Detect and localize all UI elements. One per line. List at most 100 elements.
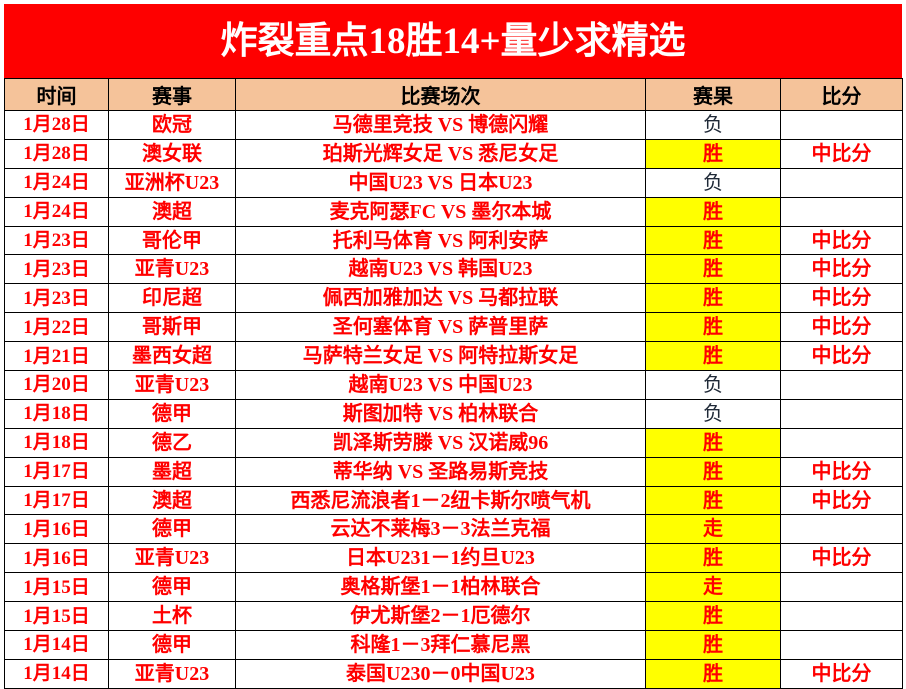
table-row: 1月23日 哥伦甲 托利马体育 VS 阿利安萨胜中比分 <box>4 225 903 256</box>
table-row: 1月15日 土杯 伊尤斯堡2－1厄德尔胜 <box>4 601 903 632</box>
cell-result: 负 <box>645 110 781 140</box>
cell-score <box>780 427 903 458</box>
cell-league: 德乙 <box>108 427 236 458</box>
table-row: 1月16日 亚青U23 日本U231－1约旦U23 胜中比分 <box>4 543 903 574</box>
cell-result: 胜 <box>645 312 781 343</box>
table-body: 1月28日 欧冠 马德里竞技 VS 博德闪耀负 1月28日 澳女联 珀斯光辉女足 VS 悉… <box>4 110 903 689</box>
cell-match: 佩西加雅加达 VS 马都拉联 <box>235 283 646 314</box>
column-header-time: 时间 <box>4 78 109 111</box>
cell-result: 负 <box>645 398 781 429</box>
cell-time: 1月18日 <box>4 427 109 458</box>
cell-time: 1月20日 <box>4 370 109 400</box>
cell-time: 1月16日 <box>4 514 109 545</box>
table-row: 1月28日 澳女联 珀斯光辉女足 VS 悉尼女足胜中比分 <box>4 138 903 169</box>
cell-match: 圣何塞体育 VS 萨普里萨 <box>235 312 646 343</box>
cell-result: 胜 <box>645 543 781 574</box>
cell-score: 中比分 <box>780 254 903 285</box>
cell-league: 亚洲杯U23 <box>108 167 236 198</box>
cell-league: 德甲 <box>108 514 236 545</box>
cell-league: 亚青U23 <box>108 658 236 689</box>
cell-league: 亚青U23 <box>108 543 236 574</box>
cell-league: 墨西女超 <box>108 341 236 372</box>
cell-match: 马德里竞技 VS 博德闪耀 <box>235 110 646 140</box>
table-row: 1月18日 德乙 凯泽斯劳滕 VS 汉诺威96 胜 <box>4 427 903 458</box>
cell-league: 哥伦甲 <box>108 225 236 256</box>
cell-result: 胜 <box>645 427 781 458</box>
cell-result: 胜 <box>645 225 781 256</box>
cell-match: 泰国U230－0中国U23 <box>235 658 646 689</box>
cell-score <box>780 167 903 198</box>
page-title: 炸裂重点18胜14+量少求精选 <box>220 20 686 62</box>
cell-league: 土杯 <box>108 601 236 632</box>
cell-league: 印尼超 <box>108 283 236 314</box>
cell-time: 1月15日 <box>4 601 109 632</box>
title-banner: 炸裂重点18胜14+量少求精选 <box>4 4 902 78</box>
cell-score: 中比分 <box>780 138 903 169</box>
column-header-score: 比分 <box>780 78 903 111</box>
cell-score: 中比分 <box>780 225 903 256</box>
cell-time: 1月28日 <box>4 138 109 169</box>
cell-score: 中比分 <box>780 312 903 343</box>
table-header-row: 时间 赛事 比赛场次 赛果 比分 <box>4 78 903 111</box>
cell-time: 1月24日 <box>4 167 109 198</box>
cell-league: 德甲 <box>108 630 236 660</box>
cell-time: 1月17日 <box>4 456 109 487</box>
cell-time: 1月14日 <box>4 658 109 689</box>
cell-match: 斯图加特 VS 柏林联合 <box>235 398 646 429</box>
table-row: 1月24日 澳超 麦克阿瑟FC VS 墨尔本城胜 <box>4 196 903 227</box>
cell-score: 中比分 <box>780 543 903 574</box>
cell-time: 1月15日 <box>4 572 109 603</box>
cell-score <box>780 514 903 545</box>
cell-score: 中比分 <box>780 283 903 314</box>
cell-time: 1月24日 <box>4 196 109 227</box>
cell-league: 哥斯甲 <box>108 312 236 343</box>
cell-score: 中比分 <box>780 456 903 487</box>
cell-match: 西悉尼流浪者1－2纽卡斯尔喷气机 <box>235 485 646 516</box>
cell-score: 中比分 <box>780 658 903 689</box>
cell-match: 越南U23 VS 韩国U23 <box>235 254 646 285</box>
cell-score <box>780 370 903 400</box>
cell-result: 胜 <box>645 341 781 372</box>
table-row: 1月24日 亚洲杯U23 中国U23 VS 日本U23 负 <box>4 167 903 198</box>
column-header-result: 赛果 <box>645 78 781 111</box>
cell-match: 蒂华纳 VS 圣路易斯竞技 <box>235 456 646 487</box>
cell-score <box>780 572 903 603</box>
cell-league: 德甲 <box>108 398 236 429</box>
table-row: 1月14日 亚青U23 泰国U230－0中国U23 胜中比分 <box>4 658 903 689</box>
cell-result: 胜 <box>645 630 781 660</box>
table-row: 1月28日 欧冠 马德里竞技 VS 博德闪耀负 <box>4 110 903 140</box>
cell-result: 胜 <box>645 485 781 516</box>
table-header: 时间 赛事 比赛场次 赛果 比分 <box>4 78 903 111</box>
cell-time: 1月23日 <box>4 225 109 256</box>
cell-result: 胜 <box>645 254 781 285</box>
cell-time: 1月23日 <box>4 254 109 285</box>
cell-score: 中比分 <box>780 341 903 372</box>
cell-time: 1月28日 <box>4 110 109 140</box>
cell-time: 1月23日 <box>4 283 109 314</box>
cell-score <box>780 601 903 632</box>
cell-league: 澳女联 <box>108 138 236 169</box>
table-row: 1月18日 德甲 斯图加特 VS 柏林联合负 <box>4 398 903 429</box>
cell-result: 胜 <box>645 138 781 169</box>
column-header-league: 赛事 <box>108 78 236 111</box>
table-row: 1月23日 印尼超 佩西加雅加达 VS 马都拉联胜中比分 <box>4 283 903 314</box>
table-row: 1月16日 德甲 云达不莱梅3－3法兰克福走 <box>4 514 903 545</box>
cell-match: 伊尤斯堡2－1厄德尔 <box>235 601 646 632</box>
cell-time: 1月22日 <box>4 312 109 343</box>
cell-score <box>780 110 903 140</box>
cell-result: 走 <box>645 572 781 603</box>
cell-league: 亚青U23 <box>108 254 236 285</box>
cell-time: 1月16日 <box>4 543 109 574</box>
cell-match: 越南U23 VS 中国U23 <box>235 370 646 400</box>
cell-league: 澳超 <box>108 196 236 227</box>
cell-time: 1月18日 <box>4 398 109 429</box>
cell-league: 欧冠 <box>108 110 236 140</box>
cell-score <box>780 196 903 227</box>
column-header-match: 比赛场次 <box>235 78 646 111</box>
cell-league: 墨超 <box>108 456 236 487</box>
cell-result: 走 <box>645 514 781 545</box>
cell-match: 中国U23 VS 日本U23 <box>235 167 646 198</box>
cell-time: 1月17日 <box>4 485 109 516</box>
cell-match: 云达不莱梅3－3法兰克福 <box>235 514 646 545</box>
cell-result: 负 <box>645 167 781 198</box>
